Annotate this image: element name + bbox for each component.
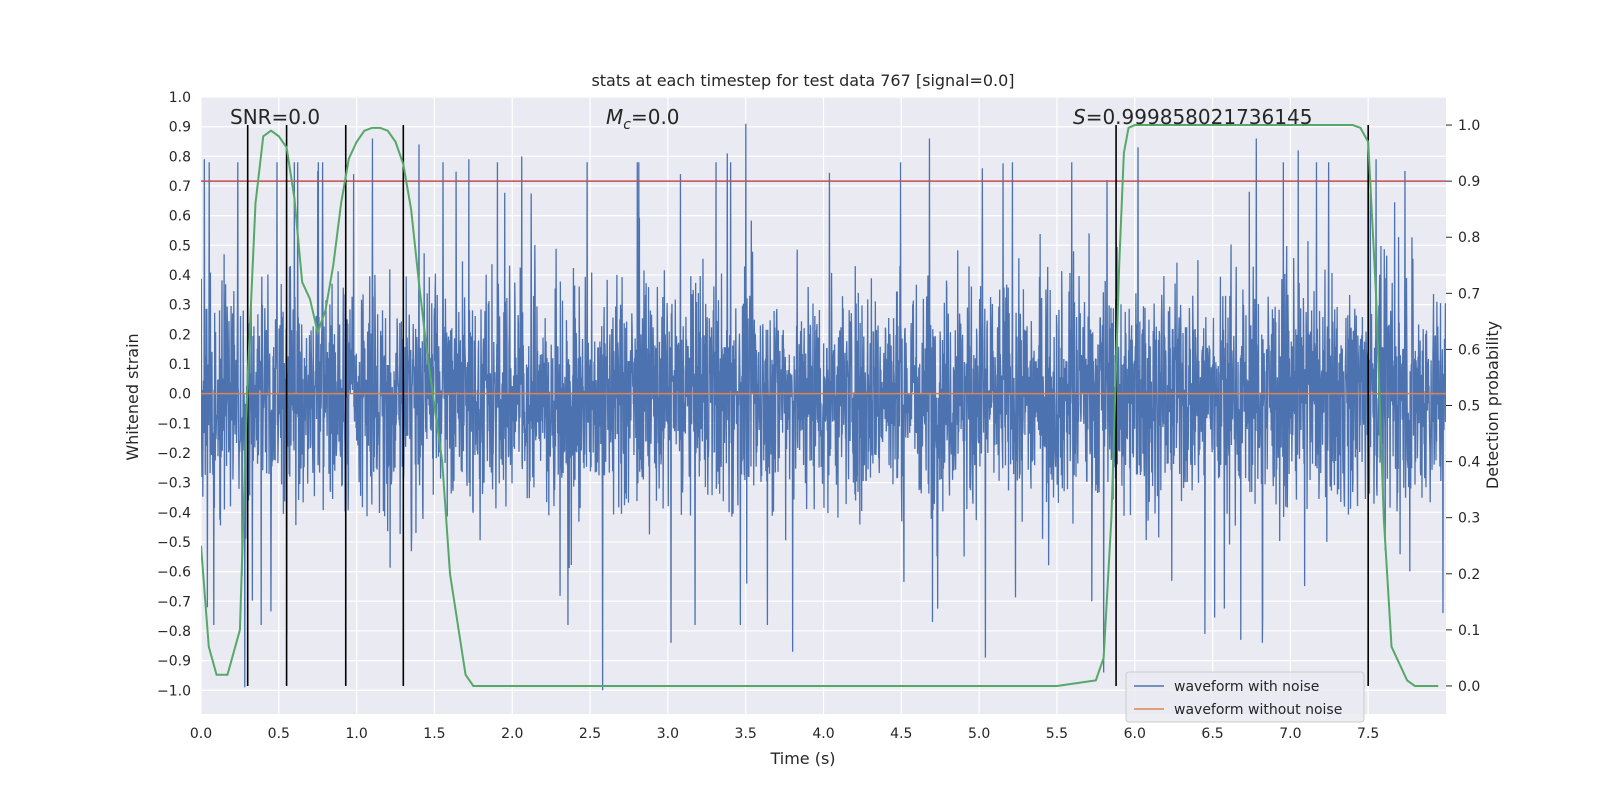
series-detection-probability [201,124,1439,687]
legend-box [1125,671,1365,723]
y-left-tick-label: 0.8 [169,149,191,165]
x-axis-label: Time (s) [769,749,835,768]
y-left-tick-label: −0.3 [157,476,191,492]
y-right-tick-label: 0.4 [1458,455,1480,471]
y-right-tick-label: 0.2 [1458,567,1480,583]
x-tick-label: 1.5 [423,726,445,742]
y-axis-left-label: Whitened strain [123,333,142,460]
x-tick-label: 3.5 [735,726,757,742]
y-right-tick-label: 0.0 [1458,679,1480,695]
y-left-tick-label: 0.9 [169,120,191,136]
y-right-tick-label: 0.7 [1458,286,1480,302]
legend: waveform with noise waveform without noi… [1125,671,1365,723]
y-left-tick-label: −1.0 [157,683,191,699]
y-right-tick-label: 0.1 [1458,623,1480,639]
y-left-tick-label: 0.5 [169,238,191,254]
y-axis-left-ticks: 1.0 0.9 0.8 0.7 0.6 0.5 0.4 0.3 0.2 0.1 0.0 −0.1 −0.… [157,90,191,699]
x-tick-label: 4.5 [890,726,912,742]
y-right-tick-label: 0.8 [1458,230,1480,246]
noise-waveform-line [201,123,1446,691]
y-right-tick-label: 1.0 [1458,118,1480,134]
y-left-tick-label: 0.4 [169,268,191,284]
chart-title: stats at each timestep for test data 767… [591,71,1014,90]
y-left-tick-label: −0.7 [157,594,191,610]
y-left-tick-label: −0.6 [157,565,191,581]
y-right-tick-label: 0.3 [1458,511,1480,527]
y-left-tick-label: −0.9 [157,654,191,670]
x-tick-label: 7.0 [1279,726,1301,742]
chirp-mass-annotation: Mc=0.0 [606,105,680,133]
x-tick-label: 4.0 [812,726,834,742]
chirp-mass-subscript: c [623,117,631,133]
y-left-tick-label: −0.2 [157,446,191,462]
x-tick-label: 2.0 [501,726,523,742]
x-tick-label: 0.5 [268,726,290,742]
x-tick-label: 6.5 [1201,726,1223,742]
y-left-tick-label: −0.8 [157,624,191,640]
y-left-tick-label: −0.1 [157,416,191,432]
score-symbol: S [1073,105,1086,129]
x-tick-label: 5.0 [968,726,990,742]
y-left-tick-label: 0.2 [169,327,191,343]
score-annotation: S=0.999858021736145 [1073,105,1312,129]
x-tick-label: 5.5 [1046,726,1068,742]
y-right-tick-label: 0.6 [1458,342,1480,358]
y-right-tick-label: 0.9 [1458,174,1480,190]
y-left-tick-label: 0.0 [169,387,191,403]
y-axis-right-label: Detection probability [1483,321,1502,489]
y-axis-right-ticks: 1.0 0.9 0.8 0.7 0.6 0.5 0.4 0.3 0.2 0.1 0.0 [1446,118,1480,695]
score-value: =0.999858021736145 [1086,105,1313,129]
x-axis-ticks: 0.0 0.5 1.0 1.5 2.0 2.5 3.0 3.5 4.0 4.5 5.0 5.5 6.0 6… [190,726,1379,742]
x-tick-label: 3.0 [657,726,679,742]
x-tick-label: 0.0 [190,726,212,742]
chirp-mass-value: =0.0 [631,105,680,129]
y-left-tick-label: −0.5 [157,535,191,551]
y-right-tick-label: 0.5 [1458,399,1480,415]
y-left-tick-label: 0.1 [169,357,191,373]
x-tick-label: 6.0 [1124,726,1146,742]
y-left-tick-label: 0.7 [169,179,191,195]
x-tick-label: 7.5 [1357,726,1379,742]
y-left-tick-label: −0.4 [157,505,191,521]
chirp-mass-symbol: M [606,105,623,129]
series-waveform-with-noise [201,123,1446,691]
y-left-tick-label: 0.6 [169,209,191,225]
legend-label-clean: waveform without noise [1174,702,1342,718]
y-left-tick-label: 0.3 [169,298,191,314]
detection-probability-line [201,124,1439,687]
x-tick-label: 1.0 [345,726,367,742]
snr-annotation: SNR=0.0 [230,105,320,129]
legend-label-noise: waveform with noise [1174,679,1319,695]
vertical-markers [246,125,1369,686]
y-left-tick-label: 1.0 [169,90,191,106]
x-tick-label: 2.5 [579,726,601,742]
